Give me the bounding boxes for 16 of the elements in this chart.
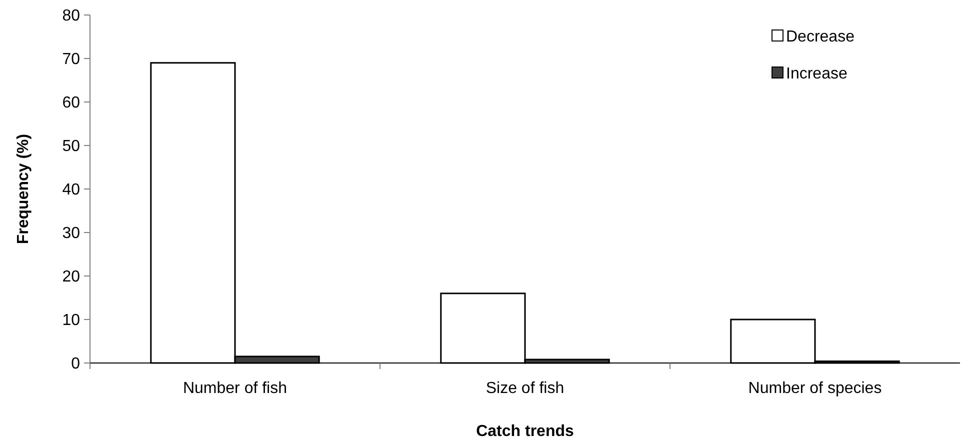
y-tick-label: 40 xyxy=(62,182,80,199)
x-tick-label: Size of fish xyxy=(486,380,564,397)
y-tick-label: 20 xyxy=(62,268,80,286)
y-tick-label: 30 xyxy=(62,225,80,242)
y-axis-title: Frequency (%) xyxy=(15,134,32,244)
legend-label: Decrease xyxy=(786,28,855,46)
legend-label: Increase xyxy=(786,66,848,83)
y-tick-label: 70 xyxy=(62,51,80,68)
x-axis-title: Catch trends xyxy=(476,423,574,440)
y-tick-label: 0 xyxy=(71,356,80,373)
y-tick-label: 10 xyxy=(62,312,80,330)
y-tick-label: 80 xyxy=(62,8,80,25)
x-tick-label: Number of species xyxy=(748,380,882,397)
y-tick-label: 60 xyxy=(62,94,80,112)
y-tick-label: 50 xyxy=(62,138,80,156)
x-tick-label: Number of fish xyxy=(182,380,288,397)
